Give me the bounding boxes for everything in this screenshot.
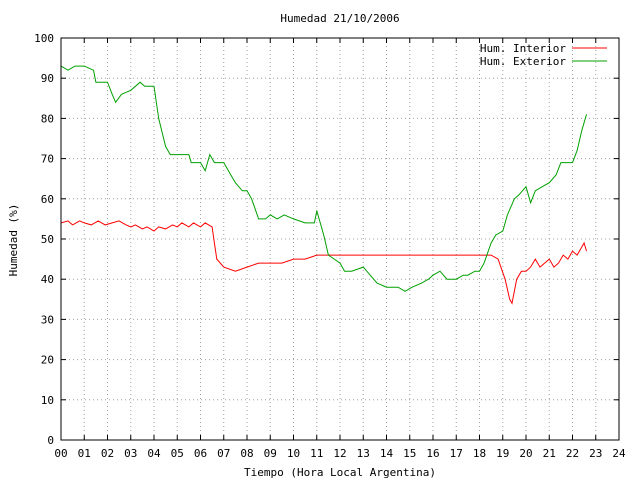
grid bbox=[61, 38, 619, 440]
x-tick-label: 16 bbox=[426, 447, 439, 460]
y-tick-label: 30 bbox=[41, 313, 54, 326]
y-tick-label: 50 bbox=[41, 233, 54, 246]
y-axis-label: Humedad (%) bbox=[7, 204, 20, 277]
x-tick-label: 03 bbox=[124, 447, 137, 460]
chart-title: Humedad 21/10/2006 bbox=[280, 12, 399, 25]
y-tick-label: 10 bbox=[41, 394, 54, 407]
legend-label: Hum. Interior bbox=[480, 42, 566, 55]
y-tick-label: 90 bbox=[41, 72, 54, 85]
x-tick-label: 14 bbox=[380, 447, 394, 460]
y-tick-label: 20 bbox=[41, 354, 54, 367]
x-tick-label: 18 bbox=[473, 447, 486, 460]
x-tick-label: 01 bbox=[78, 447, 91, 460]
x-tick-label: 21 bbox=[543, 447, 556, 460]
y-tick-label: 60 bbox=[41, 193, 54, 206]
x-tick-label: 06 bbox=[194, 447, 207, 460]
x-tick-label: 13 bbox=[357, 447, 370, 460]
ticks: 0 10 20 30 40 50 60 70 80 90 100 00 01 02 03 04 05 06 07 08… bbox=[34, 32, 626, 460]
x-tick-label: 00 bbox=[54, 447, 67, 460]
x-tick-label: 15 bbox=[403, 447, 416, 460]
x-tick-label: 12 bbox=[333, 447, 346, 460]
series-line-exterior bbox=[60, 65, 587, 292]
x-tick-label: 08 bbox=[240, 447, 253, 460]
x-tick-label: 10 bbox=[287, 447, 300, 460]
y-tick-label: 70 bbox=[41, 153, 54, 166]
x-tick-label: 09 bbox=[264, 447, 277, 460]
x-tick-label: 24 bbox=[612, 447, 626, 460]
x-tick-label: 19 bbox=[496, 447, 509, 460]
x-tick-label: 23 bbox=[589, 447, 602, 460]
x-tick-label: 04 bbox=[147, 447, 161, 460]
x-tick-label: 05 bbox=[171, 447, 184, 460]
series-layer bbox=[60, 65, 587, 305]
series-line-interior bbox=[60, 220, 587, 305]
legend-label: Hum. Exterior bbox=[480, 55, 566, 68]
x-tick-label: 11 bbox=[310, 447, 323, 460]
x-axis-label: Tiempo (Hora Local Argentina) bbox=[244, 466, 436, 479]
y-tick-label: 100 bbox=[34, 32, 54, 45]
x-tick-label: 20 bbox=[519, 447, 532, 460]
x-tick-label: 02 bbox=[101, 447, 114, 460]
x-tick-label: 07 bbox=[217, 447, 230, 460]
x-tick-label: 22 bbox=[566, 447, 579, 460]
x-tick-label: 17 bbox=[450, 447, 463, 460]
y-tick-label: 40 bbox=[41, 273, 54, 286]
y-tick-label: 0 bbox=[47, 434, 54, 447]
y-tick-label: 80 bbox=[41, 112, 54, 125]
